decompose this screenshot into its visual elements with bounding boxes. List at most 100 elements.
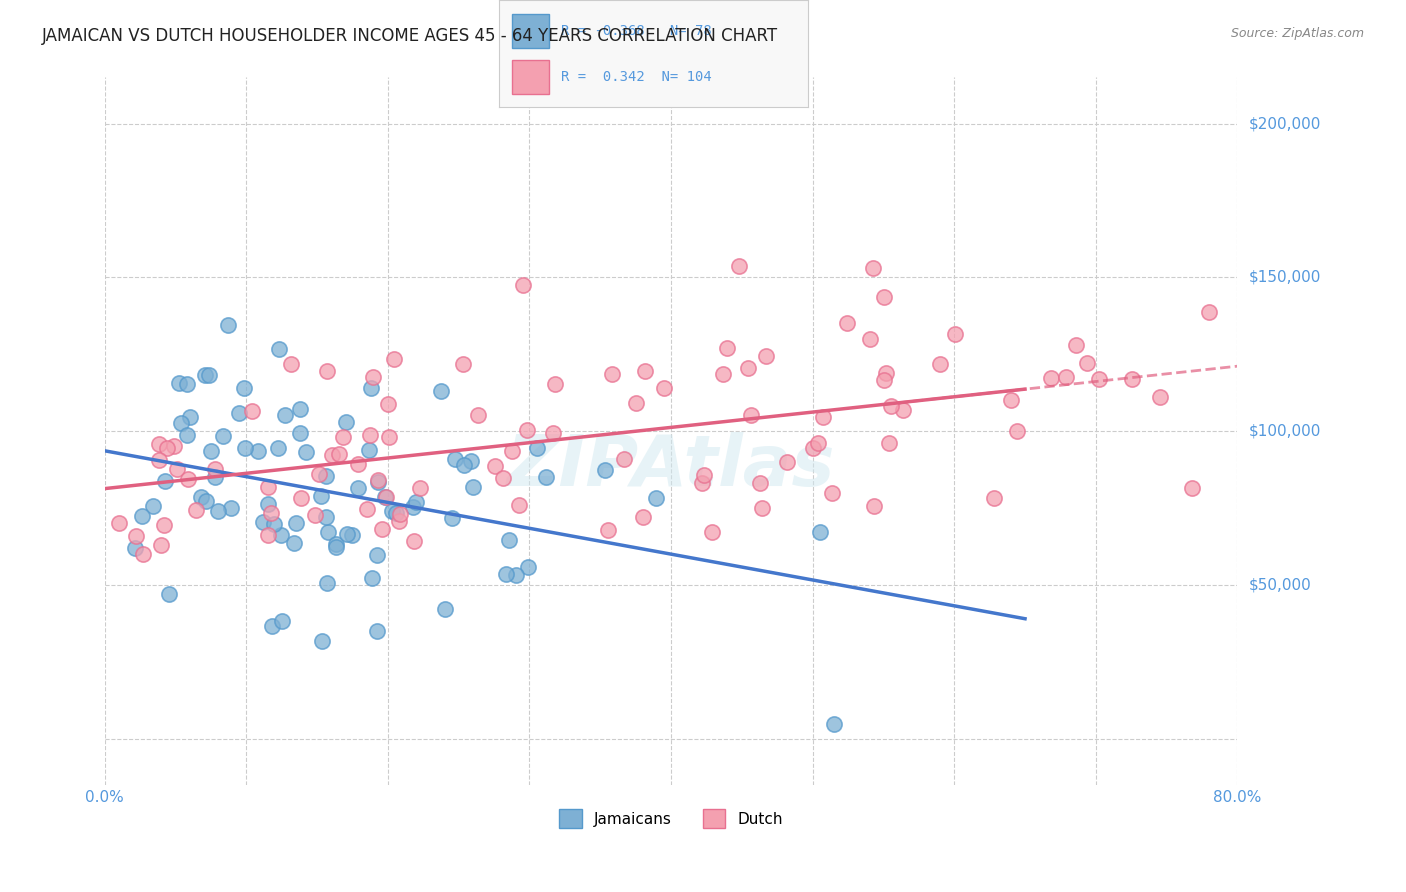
Point bbox=[257, 479, 280, 493]
Point bbox=[288, 425, 311, 440]
Point bbox=[315, 509, 337, 524]
Point bbox=[356, 502, 378, 516]
Point bbox=[1308, 437, 1330, 451]
Point bbox=[194, 493, 217, 508]
Point bbox=[290, 491, 312, 506]
Point bbox=[162, 439, 184, 453]
Point bbox=[402, 500, 425, 514]
Point bbox=[267, 442, 290, 456]
Point bbox=[1198, 305, 1220, 319]
Point bbox=[598, 523, 620, 537]
Point bbox=[270, 528, 292, 542]
Point bbox=[240, 404, 263, 418]
Point bbox=[257, 528, 280, 542]
Point bbox=[274, 408, 297, 422]
Point bbox=[335, 416, 357, 430]
Point bbox=[131, 508, 153, 523]
Point bbox=[873, 373, 896, 387]
Point bbox=[1282, 389, 1305, 403]
Point bbox=[517, 560, 540, 574]
Point bbox=[460, 454, 482, 468]
Point bbox=[1064, 338, 1087, 352]
Point bbox=[308, 467, 330, 481]
Point bbox=[624, 396, 647, 410]
Text: ZIPAtlas: ZIPAtlas bbox=[506, 432, 835, 501]
Point bbox=[541, 425, 564, 440]
Point bbox=[132, 547, 155, 561]
Point bbox=[467, 408, 489, 422]
Point bbox=[1039, 371, 1062, 385]
Point bbox=[155, 475, 177, 489]
Point bbox=[347, 457, 370, 471]
Point bbox=[652, 382, 675, 396]
Point bbox=[1000, 393, 1022, 408]
Point bbox=[176, 427, 198, 442]
Point bbox=[359, 427, 381, 442]
Point bbox=[943, 326, 966, 341]
Text: R =  0.342  N= 104: R = 0.342 N= 104 bbox=[561, 70, 711, 84]
Point bbox=[516, 424, 538, 438]
Point bbox=[544, 377, 567, 392]
Point bbox=[875, 367, 897, 381]
Point bbox=[700, 524, 723, 539]
Text: $200,000: $200,000 bbox=[1249, 116, 1322, 131]
Point bbox=[877, 436, 900, 450]
Point bbox=[929, 357, 952, 371]
Point bbox=[1149, 390, 1171, 404]
Point bbox=[336, 526, 359, 541]
Point bbox=[374, 490, 396, 504]
Point bbox=[443, 451, 465, 466]
Point bbox=[388, 514, 411, 528]
Point bbox=[228, 406, 250, 420]
Point bbox=[262, 619, 284, 633]
Point bbox=[328, 447, 350, 461]
Point bbox=[377, 397, 399, 411]
Point bbox=[384, 506, 406, 520]
Point bbox=[873, 289, 896, 303]
Point bbox=[1121, 372, 1143, 386]
Point bbox=[315, 469, 337, 483]
Point bbox=[263, 516, 285, 531]
Point bbox=[176, 377, 198, 392]
Point bbox=[631, 510, 654, 524]
Point bbox=[835, 316, 858, 330]
Point bbox=[441, 510, 464, 524]
Point bbox=[716, 341, 738, 355]
Legend: Jamaicans, Dutch: Jamaicans, Dutch bbox=[553, 803, 789, 834]
Text: $150,000: $150,000 bbox=[1249, 270, 1322, 285]
Point bbox=[1343, 334, 1365, 348]
Point bbox=[434, 602, 457, 616]
Point bbox=[325, 540, 347, 554]
Point bbox=[1270, 347, 1292, 361]
Point bbox=[484, 458, 506, 473]
Point bbox=[505, 568, 527, 582]
Point bbox=[232, 381, 254, 395]
Point bbox=[402, 534, 425, 549]
Point bbox=[409, 481, 432, 495]
Point bbox=[280, 357, 302, 371]
FancyBboxPatch shape bbox=[512, 14, 548, 48]
Point bbox=[634, 364, 657, 378]
Text: $100,000: $100,000 bbox=[1249, 424, 1322, 439]
Point bbox=[891, 403, 914, 417]
Point bbox=[405, 495, 427, 509]
Point bbox=[1088, 372, 1111, 386]
Point bbox=[366, 624, 388, 638]
Point bbox=[167, 376, 190, 390]
Point bbox=[316, 576, 339, 591]
Point bbox=[453, 358, 475, 372]
Point bbox=[534, 470, 557, 484]
Point bbox=[190, 490, 212, 504]
Point bbox=[755, 349, 778, 363]
Point bbox=[283, 536, 305, 550]
Point bbox=[1005, 425, 1028, 439]
Point bbox=[512, 278, 534, 293]
Point bbox=[367, 475, 389, 489]
Point bbox=[233, 442, 256, 456]
Point bbox=[157, 587, 180, 601]
Point bbox=[983, 491, 1005, 506]
Point bbox=[321, 448, 343, 462]
Point bbox=[219, 501, 242, 516]
Point bbox=[374, 490, 396, 504]
Point bbox=[179, 409, 201, 424]
